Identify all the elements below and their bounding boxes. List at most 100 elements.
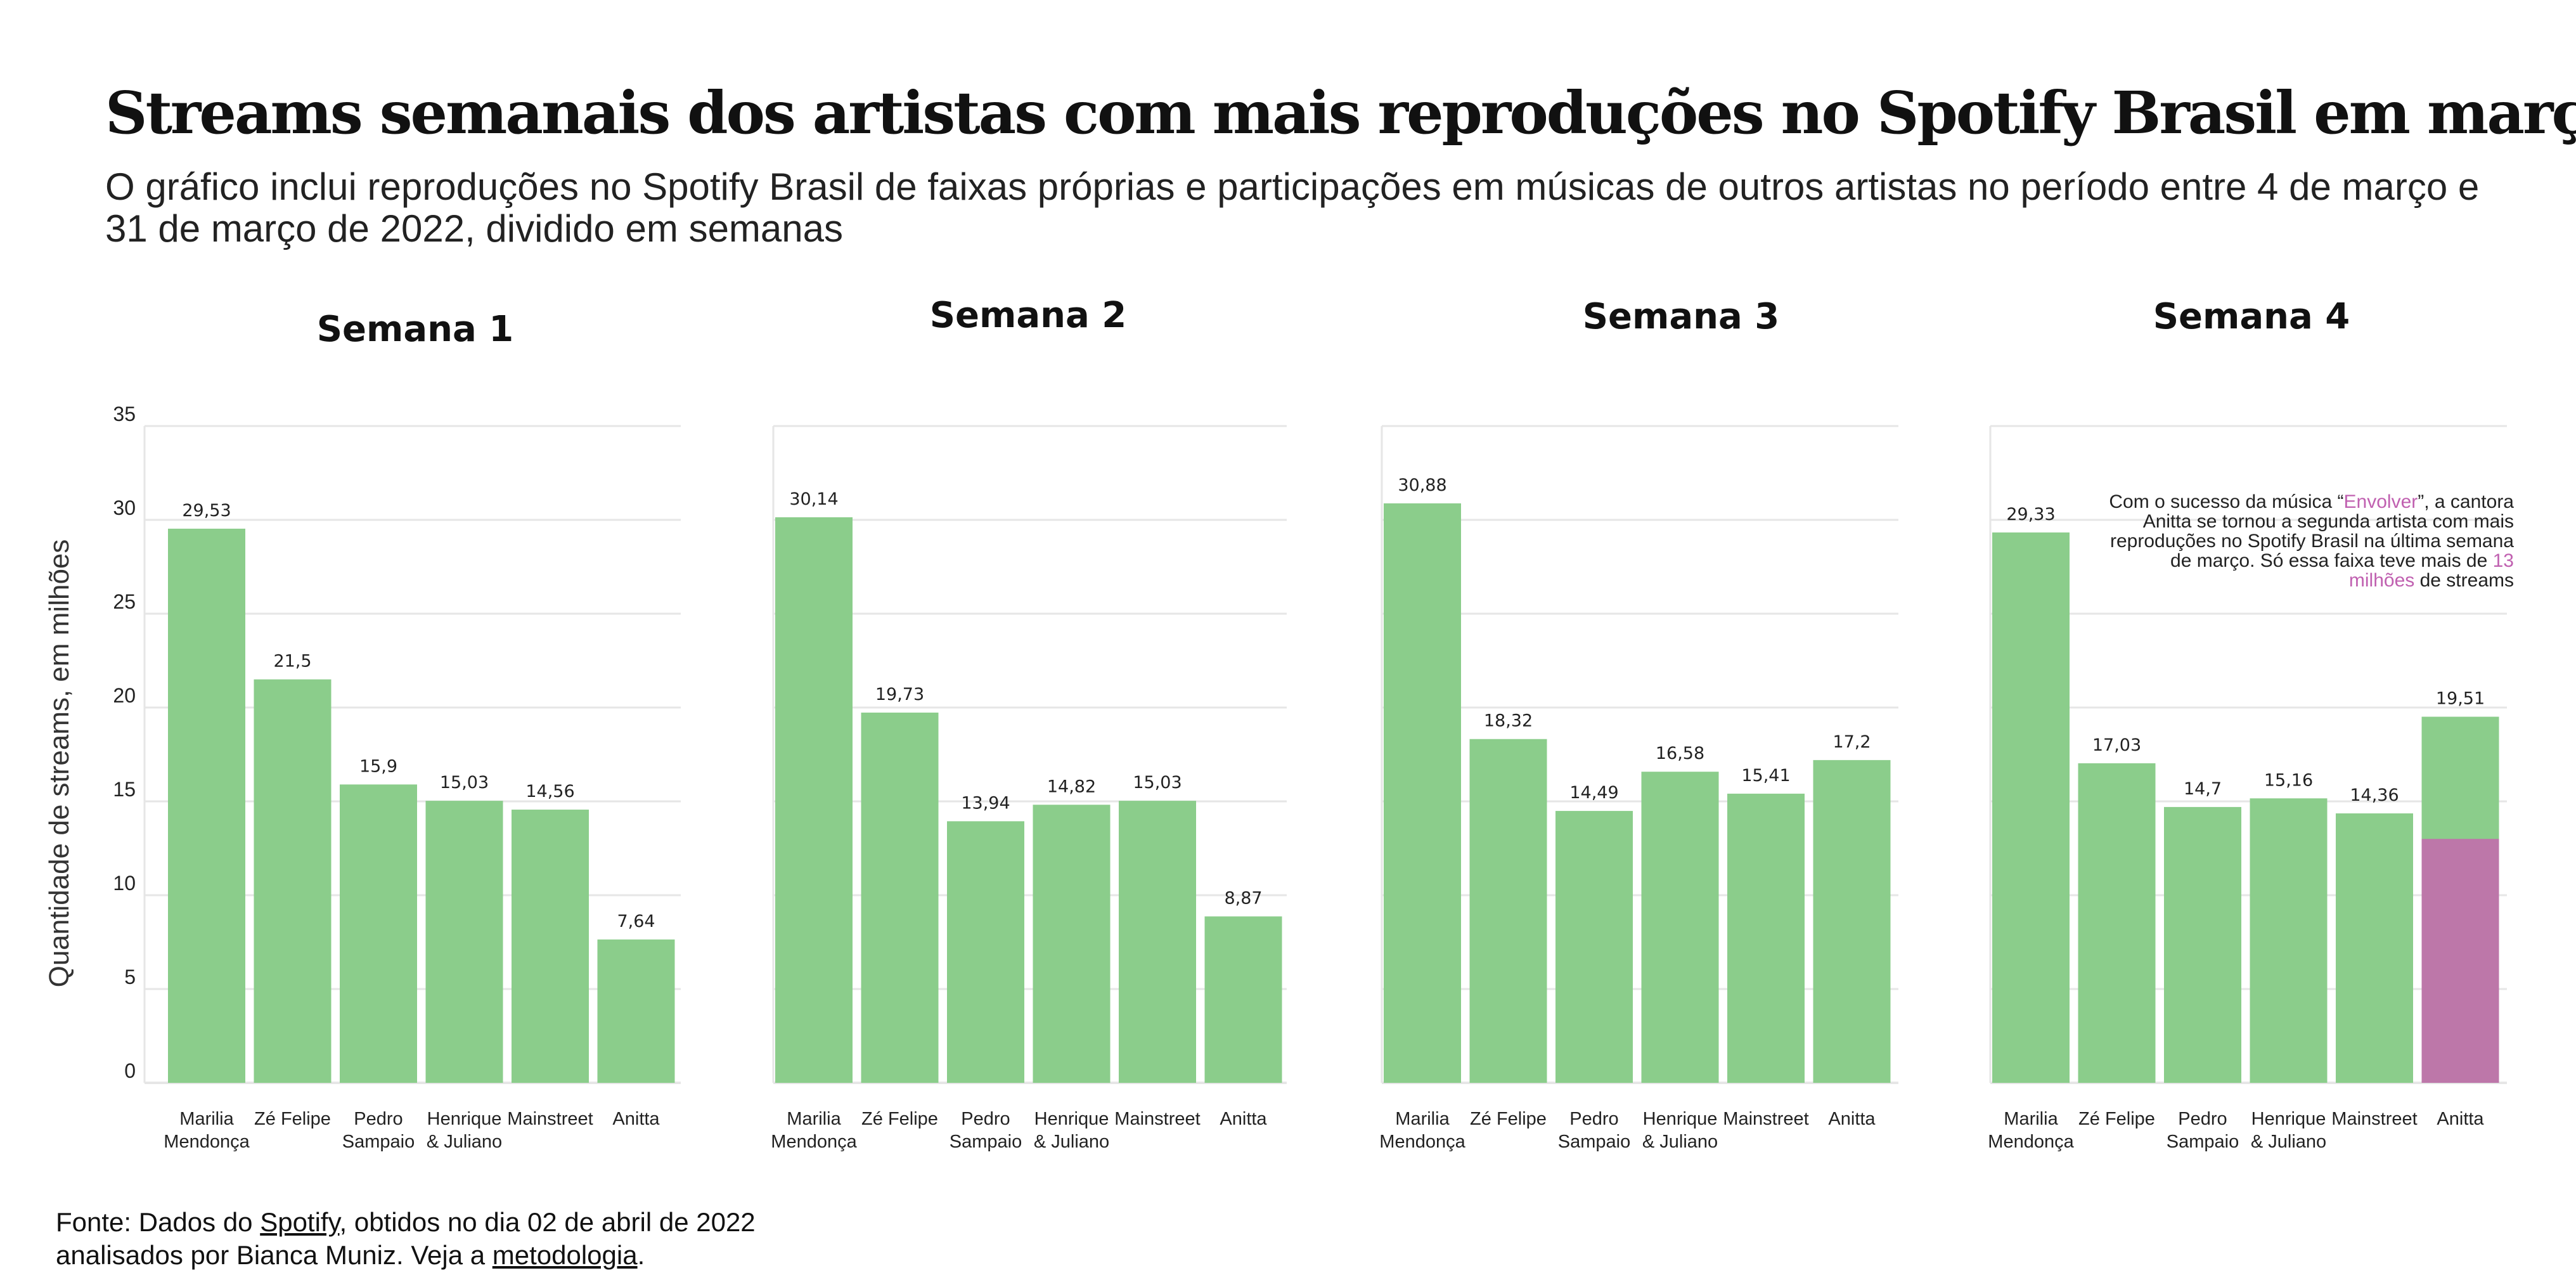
value-label: 30,88: [1398, 475, 1446, 495]
bar: [1992, 532, 2070, 1083]
chart-title: Streams semanais dos artistas com mais r…: [105, 79, 2576, 147]
chart-subtitle: O gráfico inclui reproduções no Spotify …: [105, 165, 2480, 250]
source-footer: Fonte: Dados do Spotify, obtidos no dia …: [56, 1206, 756, 1272]
category-label: Zé Felipe: [861, 1109, 938, 1129]
bar: [2078, 763, 2156, 1083]
value-label: 14,36: [2350, 786, 2399, 805]
bar: [340, 784, 417, 1083]
value-label: 13,94: [961, 793, 1010, 813]
value-label: 29,53: [182, 501, 231, 521]
category-label: Henrique & Juliano: [1034, 1109, 1109, 1152]
category-label: Marilia Mendonça: [164, 1109, 250, 1152]
bar: [512, 810, 589, 1083]
category-label: Pedro Sampaio: [2167, 1109, 2239, 1152]
spotify-link[interactable]: Spotify: [260, 1207, 340, 1237]
bar: [1384, 503, 1461, 1083]
bar: [254, 679, 332, 1083]
value-label: 15,03: [1133, 773, 1182, 792]
value-label: 29,33: [2006, 505, 2055, 524]
category-label: Marilia Mendonça: [1988, 1109, 2074, 1152]
y-tick-label: 20: [113, 684, 136, 707]
value-label: 14,56: [525, 782, 574, 801]
value-label: 7,64: [617, 912, 655, 931]
y-tick-label: 25: [113, 590, 136, 613]
category-label: Mainstreet: [507, 1109, 593, 1129]
category-label: Anitta: [612, 1109, 660, 1129]
y-tick-label: 15: [113, 778, 136, 801]
methodology-link[interactable]: metodologia: [492, 1240, 638, 1270]
category-label: Pedro Sampaio: [342, 1109, 415, 1152]
panel-title: Semana 1: [317, 309, 514, 350]
anitta-annotation: Com o sucesso da música “Envolver”, a ca…: [2108, 492, 2514, 590]
category-label: Anitta: [1828, 1109, 1876, 1129]
value-label: 16,58: [1656, 744, 1704, 763]
y-tick-label: 5: [124, 966, 136, 988]
panel-title: Semana 2: [930, 295, 1127, 336]
value-label: 15,16: [2264, 770, 2313, 790]
category-label: Zé Felipe: [2078, 1109, 2155, 1129]
footer-text: Fonte: Dados do: [56, 1207, 261, 1237]
category-label: Henrique & Juliano: [427, 1109, 502, 1152]
annotation-text-3: de streams: [2414, 570, 2514, 591]
bar: [1119, 801, 1196, 1083]
footer-text: , obtidos no dia 02 de abril de 2022: [339, 1207, 756, 1237]
category-label: Marilia Mendonça: [1379, 1109, 1465, 1152]
category-label: Marilia Mendonça: [771, 1109, 857, 1152]
bar: [168, 528, 245, 1083]
value-label: 19,51: [2436, 689, 2485, 709]
value-label: 17,03: [2092, 735, 2141, 755]
panel-title: Semana 3: [1583, 296, 1780, 337]
annotation-text-1: Com o sucesso da música “: [2109, 491, 2344, 512]
category-label: Zé Felipe: [1470, 1109, 1547, 1129]
annotation-highlight-streams: 13 milhões: [2348, 550, 2514, 591]
category-label: Zé Felipe: [254, 1109, 331, 1129]
bar: [775, 517, 853, 1083]
y-tick-label: 30: [113, 496, 136, 519]
footer-line-2: analisados por Bianca Muniz. Veja a meto…: [56, 1239, 756, 1272]
bar: [1555, 811, 1633, 1083]
annotation-highlight-song: Envolver: [2343, 491, 2418, 512]
footer-text: analisados por Bianca Muniz. Veja a: [56, 1240, 493, 1270]
bar: [1641, 772, 1719, 1083]
bar: [1813, 760, 1891, 1083]
y-tick-label: 0: [124, 1059, 136, 1082]
footer-line-1: Fonte: Dados do Spotify, obtidos no dia …: [56, 1206, 756, 1239]
footer-text: .: [637, 1240, 645, 1270]
bar: [1033, 805, 1111, 1083]
value-label: 14,49: [1569, 783, 1618, 803]
category-label: Henrique & Juliano: [2251, 1109, 2326, 1152]
bar: [1727, 793, 1805, 1083]
value-label: 17,2: [1832, 732, 1871, 752]
highlight-bar: [2421, 839, 2499, 1083]
value-label: 14,82: [1047, 777, 1096, 796]
bar: [2336, 813, 2413, 1083]
value-label: 19,73: [875, 685, 924, 704]
category-label: Henrique & Juliano: [1642, 1109, 1718, 1152]
panel-title: Semana 4: [2153, 296, 2350, 337]
value-label: 15,41: [1741, 766, 1790, 786]
y-tick-label: 10: [113, 872, 136, 895]
value-label: 15,03: [440, 773, 489, 792]
category-label: Pedro Sampaio: [1558, 1109, 1630, 1152]
category-label: Anitta: [2437, 1109, 2484, 1129]
bar: [2164, 806, 2241, 1083]
category-label: Mainstreet: [1723, 1109, 1808, 1129]
bar: [861, 712, 939, 1083]
bar: [425, 801, 503, 1083]
value-label: 15,9: [359, 756, 397, 776]
category-label: Mainstreet: [1114, 1109, 1200, 1129]
bar: [2250, 798, 2328, 1083]
category-label: Mainstreet: [2331, 1109, 2417, 1129]
annotation-text-2: ”, a cantora Anitta se tornou a segunda …: [2109, 491, 2514, 571]
category-label: Anitta: [1220, 1109, 1267, 1129]
value-label: 30,14: [789, 489, 838, 509]
category-label: Pedro Sampaio: [950, 1109, 1022, 1152]
bar: [1469, 739, 1547, 1083]
bar: [1204, 916, 1282, 1083]
bar: [947, 821, 1024, 1083]
value-label: 21,5: [273, 652, 311, 671]
value-label: 8,87: [1224, 888, 1262, 908]
y-tick-label: 35: [113, 403, 136, 425]
bar: [597, 939, 675, 1083]
